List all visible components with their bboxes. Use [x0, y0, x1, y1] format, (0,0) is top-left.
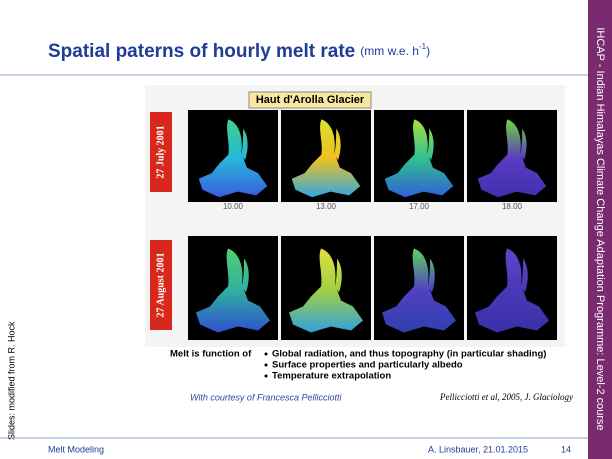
- caption-bullet: Temperature extrapolation: [272, 371, 391, 382]
- footer-center: A. Linsbauer, 21.01.2015: [428, 444, 528, 454]
- caption-bullet: Global radiation, and thus topography (i…: [272, 349, 546, 360]
- footer-left: Melt Modeling: [48, 444, 104, 454]
- title-unit: (mm w.e. h: [360, 44, 419, 58]
- caption-bullet: Surface properties and particularly albe…: [272, 360, 463, 371]
- figure-title: Haut d'Arolla Glacier: [256, 94, 365, 106]
- time-label: 13.00: [316, 202, 337, 211]
- row-label: 27 July 2001: [155, 125, 166, 178]
- time-label: 10.00: [223, 202, 244, 211]
- citation: Pellicciotti et al, 2005, J. Glaciology: [439, 392, 573, 402]
- slide: IHCAP - Indian Himalayas Climate Change …: [0, 0, 612, 459]
- bullet: [265, 353, 268, 356]
- page-number: 14: [561, 444, 571, 454]
- sidebar-text: IHCAP - Indian Himalayas Climate Change …: [594, 27, 606, 430]
- title-unit-close: ): [426, 44, 430, 58]
- time-label: 18.00: [502, 202, 523, 211]
- bullet: [265, 375, 268, 378]
- credit: Slides: modified from R. Hock: [6, 321, 16, 440]
- courtesy: With courtesy of Francesca Pellicciotti: [190, 392, 342, 402]
- row-label: 27 August 2001: [155, 252, 166, 317]
- time-label: 17.00: [409, 202, 430, 211]
- title-main: Spatial paterns of hourly melt rate: [48, 41, 355, 62]
- bullet: [265, 364, 268, 367]
- caption-lead: Melt is function of: [170, 349, 252, 360]
- figure: 27 July 2001 27 August 2001 10.00 13.00 17…: [145, 85, 565, 347]
